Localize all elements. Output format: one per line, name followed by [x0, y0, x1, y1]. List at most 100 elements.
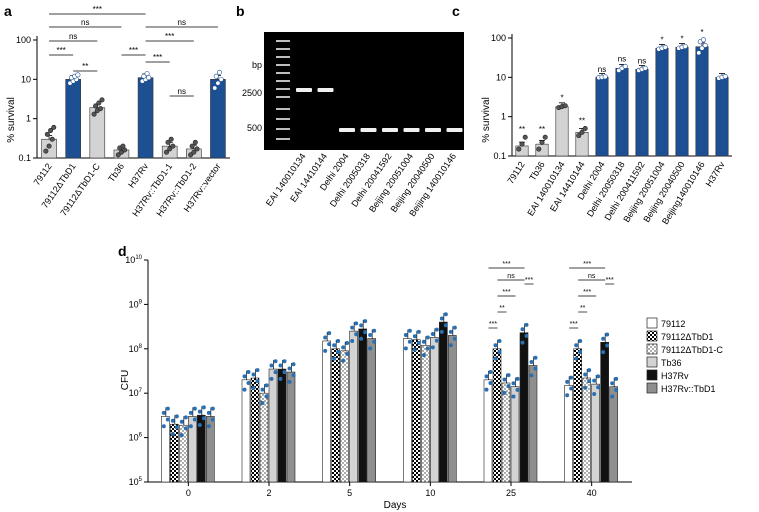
bar [268, 368, 278, 483]
data-point [179, 433, 184, 438]
data-point [278, 363, 283, 368]
data-point [696, 50, 702, 56]
data-point [502, 377, 507, 382]
data-point [610, 381, 615, 386]
data-point [579, 129, 585, 135]
significance-label: ns [638, 56, 646, 65]
data-point [583, 385, 588, 390]
data-point [452, 336, 457, 341]
data-point [488, 380, 493, 385]
data-point [539, 140, 545, 146]
data-point [497, 338, 502, 343]
data-point [255, 368, 260, 373]
bar [448, 335, 457, 483]
data-point [291, 362, 296, 367]
data-point [212, 85, 218, 91]
data-point [412, 347, 417, 352]
data-point [336, 338, 341, 343]
data-point [574, 343, 579, 348]
data-point [273, 370, 278, 375]
significance-label: ns [588, 273, 596, 280]
data-point [582, 126, 588, 132]
data-point [75, 72, 81, 78]
data-point [662, 44, 668, 50]
data-point [372, 328, 377, 333]
data-point [255, 379, 260, 384]
bar [170, 423, 179, 483]
significance-label: * [660, 35, 663, 44]
data-point [425, 346, 430, 351]
x-tick-label: H37Rv [704, 159, 727, 188]
data-point [452, 325, 457, 330]
bar [600, 342, 609, 483]
data-point [354, 321, 359, 326]
bar [492, 348, 502, 483]
bar [403, 338, 412, 483]
ladder-band [276, 48, 290, 50]
data-point [407, 339, 412, 344]
gel-band [339, 128, 355, 132]
significance-label: *** [56, 46, 65, 55]
data-point [700, 37, 706, 43]
data-point [416, 340, 421, 345]
data-point [197, 409, 202, 414]
data-point [430, 345, 435, 350]
significance-label: ns [598, 65, 606, 74]
data-point [515, 376, 520, 381]
significance-label: ** [579, 117, 585, 126]
data-point [407, 328, 412, 333]
legend-swatch [646, 369, 658, 381]
panel-d-legend: 79112 79112ΔTbD1 79112ΔTbD1-C Tb36 H37Rv H37R… [646, 317, 723, 394]
data-point [605, 332, 610, 337]
data-point [596, 374, 601, 379]
data-point [522, 134, 528, 140]
data-point [213, 73, 219, 79]
legend-swatch [646, 317, 658, 329]
panel-label-c: c [452, 3, 460, 19]
data-point [242, 374, 247, 379]
significance-label: *** [502, 261, 510, 268]
data-point [403, 333, 408, 338]
bar [277, 368, 287, 483]
data-point [165, 417, 170, 422]
x-tick-label: 10 [425, 488, 435, 498]
data-point [368, 333, 373, 338]
significance-label: ** [539, 125, 545, 134]
significance-label: ns [618, 54, 626, 63]
data-point [165, 406, 170, 411]
data-point [578, 349, 583, 354]
data-point [368, 346, 373, 351]
ladder-band [276, 128, 290, 130]
data-point [96, 100, 102, 106]
legend-label: 79112ΔTbD1-C [661, 345, 723, 355]
significance-label: *** [606, 277, 614, 284]
bar [210, 79, 226, 159]
data-point [260, 401, 265, 406]
data-point [596, 385, 601, 390]
data-point [574, 356, 579, 361]
data-point [218, 76, 224, 82]
data-point [601, 336, 606, 341]
data-point [565, 393, 570, 398]
data-point [93, 103, 99, 109]
bar [595, 77, 609, 157]
data-point [524, 322, 529, 327]
legend-label: 79112 [661, 319, 685, 329]
data-point [323, 335, 328, 340]
gel-band [425, 128, 441, 132]
legend-swatch [646, 356, 658, 368]
significance-label: ** [499, 305, 505, 312]
data-point [614, 387, 619, 392]
data-point [327, 331, 332, 336]
data-point [194, 146, 200, 152]
data-point [345, 341, 350, 346]
y-tick-label: 1010 [125, 255, 142, 265]
data-point [439, 329, 444, 334]
data-point [511, 394, 516, 399]
bar [635, 69, 649, 157]
data-point [336, 349, 341, 354]
